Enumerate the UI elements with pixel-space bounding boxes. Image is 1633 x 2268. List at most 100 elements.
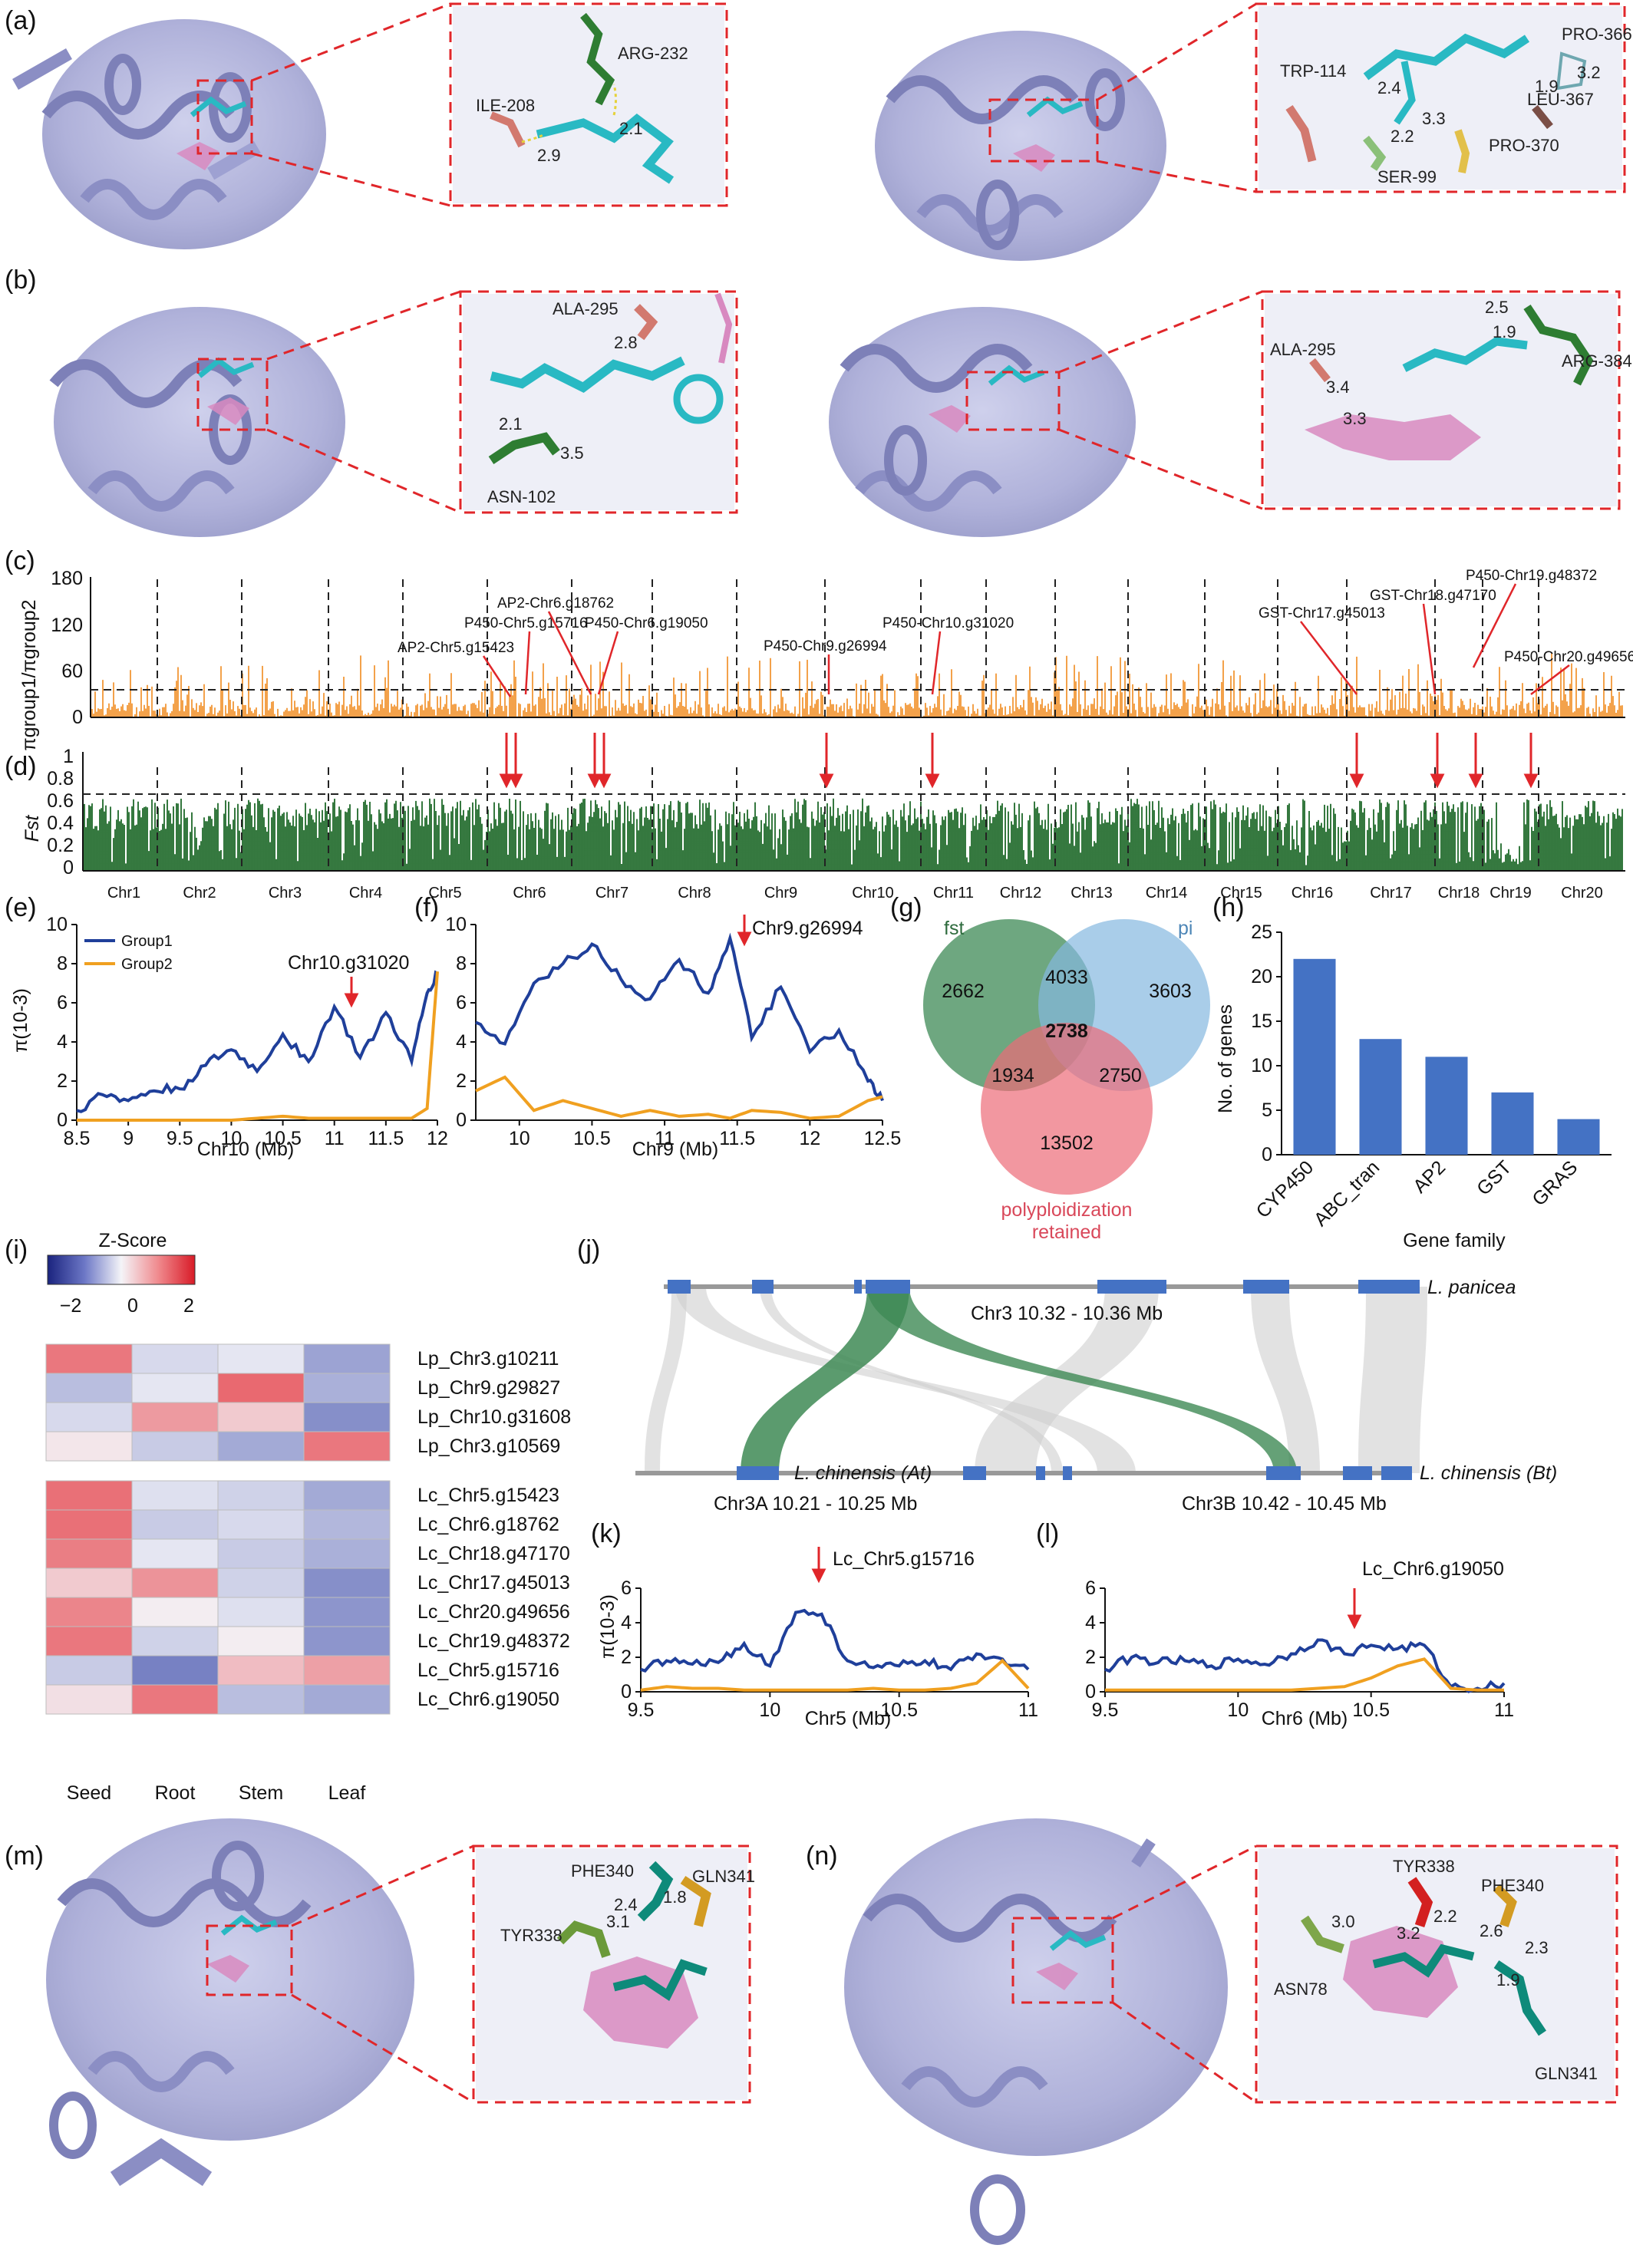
x-tick-label: 9.5 [1092, 1699, 1119, 1721]
heatmap-top [45, 1343, 391, 1462]
chromosome-label: Chr20 [1561, 885, 1602, 902]
chromosome-label: Chr18 [1438, 885, 1480, 902]
y-tick-label: 0 [456, 1109, 467, 1131]
panel-label-e: (e) [5, 893, 37, 922]
chromosome-label: Chr7 [595, 885, 628, 902]
gene-annotation: P450-Chr10.g31020 [882, 615, 1014, 631]
heatmap-bottom [45, 1480, 391, 1715]
heatmap-cell [131, 1684, 219, 1715]
distance-label: 1.9 [1496, 1970, 1520, 1989]
heatmap-row-label: Lc_Chr19.g48372 [417, 1630, 570, 1652]
heatmap-cell [45, 1538, 133, 1569]
heatmap-cell [131, 1597, 219, 1627]
line-chart-f: 10 10.5 11 11.5 12 12.5 10 8 6 4 2 0 [445, 914, 901, 1149]
heatmap-cell [45, 1480, 133, 1511]
y-tick-label: 0.2 [47, 835, 74, 856]
y-tick-label: 8 [57, 953, 68, 974]
x-tick-label: 11 [1018, 1699, 1038, 1721]
distance-label: 1.9 [1535, 77, 1559, 96]
region-label: Chr3 10.32 - 10.36 Mb [971, 1303, 1163, 1324]
down-arrow-icon [499, 733, 514, 789]
heatmap-cell [131, 1509, 219, 1540]
count-all: 2738 [1045, 1020, 1088, 1042]
legend-label: Group2 [121, 956, 173, 973]
panel-j: L. panicea Chr3 10.32 - 10.36 Mb L. chin… [635, 1277, 1557, 1515]
binding-site-a1: ARG-232 ILE-208 2.1 2.9 [453, 6, 724, 203]
residue-label: TYR338 [1393, 1857, 1455, 1876]
x-tick-label: 9.5 [167, 1128, 193, 1149]
residue-label: ASN78 [1274, 1980, 1328, 1999]
protein-structure-a2 [875, 31, 1166, 261]
chromosome-label: Chr4 [349, 885, 382, 902]
panel-label-c: (c) [5, 546, 35, 575]
heatmap-cell [131, 1480, 219, 1511]
down-arrow-icon [508, 733, 523, 789]
y-tick-label: 2 [621, 1647, 632, 1668]
panel-label-a: (a) [5, 6, 37, 35]
heatmap-cell [217, 1402, 305, 1432]
heatmap-cell [131, 1343, 219, 1374]
y-tick-label: 180 [51, 568, 83, 589]
series-line-group2 [640, 1658, 1030, 1692]
heatmap-cell [217, 1597, 305, 1627]
distance-label: 1.9 [1493, 322, 1516, 341]
category-label: GST [1473, 1156, 1516, 1199]
y-tick-label: 6 [57, 992, 68, 1014]
heatmap-cell [217, 1431, 305, 1462]
y-tick-label: 0 [621, 1681, 632, 1703]
heatmap-cell [303, 1402, 391, 1432]
down-arrow-icon [737, 915, 752, 947]
chromosome-label: Chr19 [1489, 885, 1531, 902]
x-tick-label: 10.5 [264, 1128, 302, 1149]
heatmap-cell [303, 1509, 391, 1540]
residue-label: PHE340 [1481, 1876, 1544, 1895]
x-tick-label: 11 [325, 1128, 345, 1149]
x-tick-label: 12 [799, 1128, 820, 1149]
chromosome-label: Chr2 [183, 885, 216, 902]
heatmap-cell [45, 1373, 133, 1403]
count-fst-poly: 1934 [991, 1065, 1034, 1086]
x-tick-label: 8.5 [64, 1128, 91, 1149]
y-tick-label: 0 [72, 707, 83, 728]
heatmap-cell [131, 1373, 219, 1403]
heatmap-cell [45, 1402, 133, 1432]
distance-label: 2.1 [499, 414, 523, 433]
count-poly-only: 13502 [1040, 1132, 1094, 1154]
count-fst-only: 2662 [942, 981, 985, 1002]
series-line-group1 [76, 970, 438, 1113]
species-label: L. chinensis (Bt) [1420, 1462, 1557, 1484]
x-axis-label: Gene family [1403, 1230, 1506, 1251]
y-axis-label: π(10-3) [10, 988, 31, 1053]
chromosome-label: Chr3 [269, 885, 302, 902]
heatmap-cell [217, 1373, 305, 1403]
series-line-group1 [1104, 1638, 1506, 1693]
y-axis-label: No. of genes [1215, 1004, 1236, 1113]
distance-label: 1.8 [663, 1887, 687, 1907]
legend-title: Z-Score [99, 1230, 167, 1251]
residue-label: LEU-367 [1527, 90, 1594, 109]
down-arrow-icon [1468, 733, 1483, 789]
panel-d: Fst 1 0.8 0.6 0.4 0.2 0 Chr1 Chr2 Chr3 Chr4… [21, 733, 1625, 902]
x-axis-label: Chr9 (Mb) [632, 1139, 719, 1160]
heatmap-cell [303, 1684, 391, 1715]
heatmap-row-label: Lc_Chr5.g15716 [417, 1660, 559, 1681]
panel-label-i: (i) [5, 1235, 28, 1264]
x-tick-label: 12.5 [864, 1128, 902, 1149]
x-tick-label: 10 [509, 1128, 530, 1149]
x-tick-label: 11.5 [719, 1128, 755, 1149]
panel-label-m: (m) [5, 1841, 44, 1871]
category-label: GRAS [1528, 1156, 1582, 1210]
y-tick-label: 0 [1085, 1681, 1096, 1703]
chromosome-separators-d [157, 767, 1539, 871]
venn-set-label: pi [1178, 918, 1193, 939]
x-tick-label: 10 [1227, 1699, 1249, 1721]
x-axis-label: Chr5 (Mb) [805, 1708, 892, 1729]
x-tick-label: 10.5 [1352, 1699, 1390, 1721]
y-tick-label: 20 [1251, 966, 1272, 987]
panel-label-d: (d) [5, 752, 37, 781]
binding-site-a2: PRO-366 TRP-114 LEU-367 PRO-370 SER-99 3… [1259, 6, 1632, 190]
distance-label: 2.6 [1480, 1921, 1503, 1940]
annotation-pointers [482, 583, 1570, 697]
y-tick-label: 60 [61, 661, 83, 682]
panel-label-h: (h) [1212, 893, 1245, 922]
